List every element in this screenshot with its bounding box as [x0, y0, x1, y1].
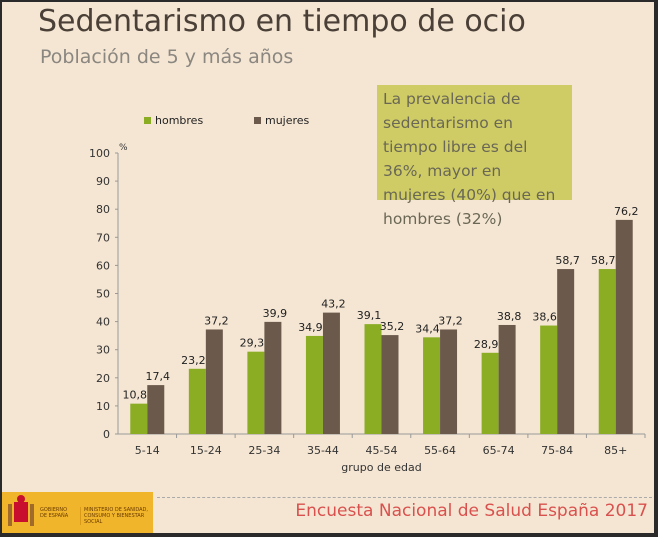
legend-hombres: hombres	[144, 114, 203, 127]
data-label-hombres: 28,9	[474, 338, 499, 351]
bar-mujeres	[557, 269, 575, 434]
bar-mujeres	[147, 385, 165, 434]
bar-mujeres	[264, 321, 282, 434]
data-label-hombres: 29,3	[240, 337, 265, 350]
coat-of-arms-icon	[8, 495, 34, 526]
x-tick-label: 55-64	[424, 444, 456, 457]
bar-hombres	[247, 351, 265, 434]
x-tick-label: 65-74	[483, 444, 515, 457]
x-tick-label: 85+	[604, 444, 627, 457]
data-label-mujeres: 43,2	[321, 298, 346, 311]
y-tick-label: 40	[96, 316, 110, 329]
data-label-mujeres: 37,2	[438, 314, 463, 327]
data-label-hombres: 10,8	[123, 389, 148, 402]
data-label-mujeres: 17,4	[146, 370, 171, 383]
data-label-mujeres: 76,2	[614, 205, 639, 218]
data-label-hombres: 58,7	[591, 254, 616, 267]
footer-divider	[157, 497, 652, 498]
x-tick-label: 35-44	[307, 444, 339, 457]
y-tick-label: 70	[96, 231, 110, 244]
legend-swatch-hombres	[144, 117, 151, 124]
legend-label: mujeres	[265, 114, 310, 127]
slide-subtitle: Población de 5 y más años	[40, 46, 294, 68]
survey-name: Encuesta Nacional de Salud España 2017	[295, 501, 648, 521]
y-tick-label: 0	[103, 428, 110, 441]
y-tick-label: 60	[96, 259, 110, 272]
bar-mujeres	[615, 219, 633, 434]
data-label-mujeres: 37,2	[204, 314, 229, 327]
bar-mujeres	[381, 335, 399, 434]
bar-mujeres	[440, 329, 458, 434]
legend-swatch-mujeres	[254, 117, 261, 124]
data-label-mujeres: 39,9	[263, 307, 288, 320]
y-tick-label: 100	[89, 147, 110, 160]
bar-hombres	[481, 352, 499, 434]
y-tick-label: 10	[96, 400, 110, 413]
x-tick-label: 75-84	[541, 444, 573, 457]
bar-chart: % 0 10 20 30 40 50 60 70 80 90 100 5-14 10,8 17,4 15-24…	[89, 143, 646, 474]
y-tick-label: 80	[96, 203, 110, 216]
y-tick-label: 90	[96, 175, 110, 188]
x-tick-label: 15-24	[190, 444, 222, 457]
logo-ministry-text: MINISTERIO DE SANIDAD, CONSUMO Y BIENEST…	[80, 507, 154, 525]
y-axis-unit: %	[119, 143, 128, 153]
bar-hombres	[130, 403, 148, 434]
bar-mujeres	[322, 312, 340, 434]
x-axis-title: grupo de edad	[341, 461, 421, 474]
callout-box: La prevalencia de sedentarismo en tiempo…	[377, 85, 572, 228]
slide: Sedentarismo en tiempo de ocio Población…	[2, 2, 654, 533]
y-tick-label: 30	[96, 344, 110, 357]
data-label-mujeres: 38,8	[497, 310, 522, 323]
data-label-hombres: 23,2	[181, 354, 206, 367]
y-tick-label: 50	[96, 288, 110, 301]
bar-mujeres	[498, 324, 516, 434]
bar-hombres	[305, 335, 323, 434]
data-label-hombres: 38,6	[532, 311, 557, 324]
data-label-hombres: 39,1	[357, 309, 382, 322]
legend-label: hombres	[155, 114, 204, 127]
data-label-mujeres: 35,2	[380, 320, 405, 333]
bar-hombres	[188, 368, 206, 434]
y-tick-label: 20	[96, 372, 110, 385]
x-tick-label: 25-34	[248, 444, 280, 457]
data-label-hombres: 34,9	[298, 321, 323, 334]
data-label-hombres: 34,4	[415, 322, 440, 335]
logo-gov-text: GOBIERNO DE ESPAÑA	[40, 507, 69, 519]
slide-title: Sedentarismo en tiempo de ocio	[38, 4, 526, 39]
bar-hombres	[364, 324, 382, 434]
x-tick-label: 45-54	[366, 444, 398, 457]
bar-mujeres	[205, 329, 223, 434]
bar-hombres	[598, 269, 616, 434]
bar-hombres	[540, 325, 558, 434]
x-tick-label: 5-14	[135, 444, 160, 457]
legend-mujeres: mujeres	[254, 114, 309, 127]
bar-hombres	[423, 337, 441, 434]
data-label-mujeres: 58,7	[555, 254, 580, 267]
government-logo: GOBIERNO DE ESPAÑA MINISTERIO DE SANIDAD…	[2, 492, 153, 533]
footer: GOBIERNO DE ESPAÑA MINISTERIO DE SANIDAD…	[2, 492, 654, 533]
